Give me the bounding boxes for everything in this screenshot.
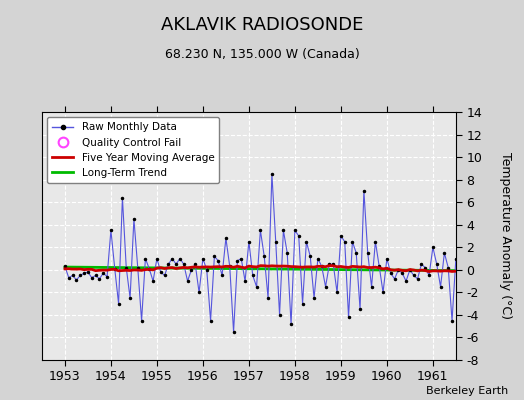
Text: AKLAVIK RADIOSONDE: AKLAVIK RADIOSONDE bbox=[161, 16, 363, 34]
Text: 68.230 N, 135.000 W (Canada): 68.230 N, 135.000 W (Canada) bbox=[165, 48, 359, 61]
Legend: Raw Monthly Data, Quality Control Fail, Five Year Moving Average, Long-Term Tren: Raw Monthly Data, Quality Control Fail, … bbox=[47, 117, 220, 183]
Text: Berkeley Earth: Berkeley Earth bbox=[426, 386, 508, 396]
Y-axis label: Temperature Anomaly (°C): Temperature Anomaly (°C) bbox=[499, 152, 512, 320]
